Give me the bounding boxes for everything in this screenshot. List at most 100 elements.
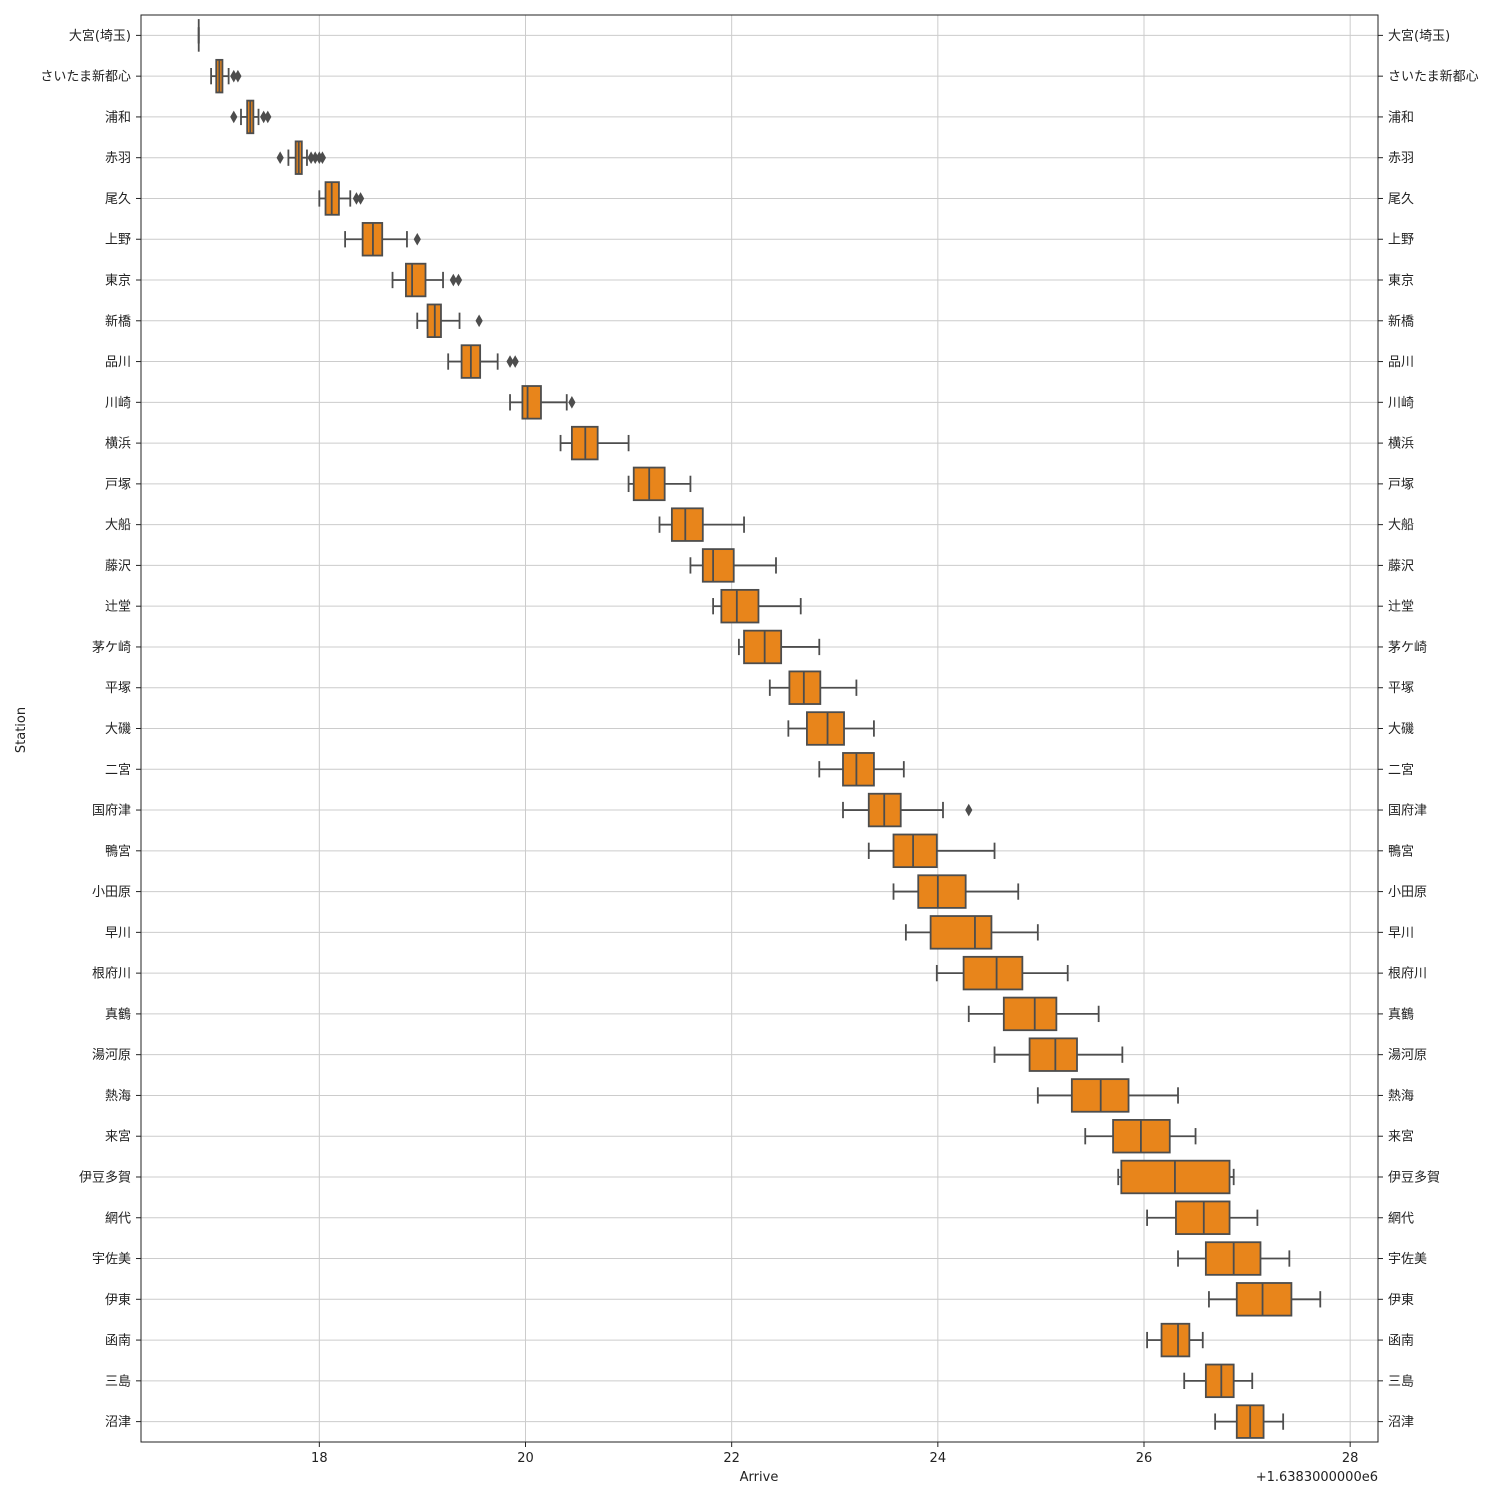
y-tick-label-left: 来宮: [105, 1129, 131, 1145]
box-group: [1214, 1404, 1285, 1439]
y-tick-label-left: 函南: [105, 1333, 131, 1349]
y-tick-label-left: 茅ケ崎: [92, 640, 131, 655]
y-tick-label-right: 茅ケ崎: [1388, 640, 1427, 655]
outlier-point: [318, 151, 327, 165]
y-tick-label-right: 伊豆多賀: [1388, 1169, 1440, 1185]
y-tick-label-right: 赤羽: [1388, 151, 1414, 166]
y-tick-label-left: 浦和: [105, 110, 131, 125]
box: [917, 874, 967, 909]
y-tick-label-left: 熱海: [105, 1089, 131, 1104]
y-tick-label-left: 大宮(埼玉): [69, 28, 131, 44]
y-tick-label-left: 宇佐美: [92, 1252, 131, 1267]
x-tick-label: 28: [1342, 1451, 1359, 1466]
outlier-point: [276, 151, 284, 165]
y-tick-label-right: 宇佐美: [1388, 1252, 1427, 1267]
y-tick-label-left: 真鶴: [105, 1006, 131, 1022]
box: [1002, 996, 1058, 1032]
y-axis-label: Station: [14, 707, 29, 753]
y-tick-label-right: 浦和: [1388, 110, 1414, 125]
y-tick-label-right: 大磯: [1388, 722, 1414, 737]
y-tick-label-left: 横浜: [105, 437, 131, 452]
y-tick-label-right: 二宮: [1388, 762, 1414, 778]
outlier-point: [413, 232, 421, 246]
y-tick-label-right: 三島: [1388, 1374, 1414, 1389]
y-tick-label-left: さいたま新都心: [40, 69, 131, 85]
y-tick-label-left: 鴨宮: [105, 843, 131, 859]
box-group: [658, 507, 745, 542]
box: [806, 711, 845, 746]
y-tick-label-left: 国府津: [92, 804, 131, 819]
box: [962, 955, 1024, 991]
outlier-point: [449, 273, 457, 287]
box: [1175, 1200, 1231, 1235]
y-tick-label-right: 国府津: [1388, 804, 1427, 819]
y-tick-label-left: 大船: [105, 518, 131, 533]
y-tick-label-right: 熱海: [1388, 1089, 1414, 1104]
box: [670, 507, 704, 542]
y-tick-label-right: 上野: [1388, 233, 1414, 248]
box: [842, 752, 875, 787]
box: [892, 833, 938, 869]
y-tick-label-left: 尾久: [105, 192, 131, 207]
y-tick-label-left: 沼津: [105, 1415, 131, 1430]
outlier-point: [568, 396, 576, 409]
box-group: [967, 996, 1100, 1032]
box: [405, 262, 427, 298]
box-group: [712, 588, 802, 624]
x-tick-label: 22: [723, 1451, 740, 1466]
y-tick-label-left: 大磯: [105, 722, 131, 737]
box-group: [509, 385, 576, 420]
y-tick-label-left: 湯河原: [92, 1048, 131, 1063]
outlier-point: [234, 69, 242, 83]
box: [1204, 1363, 1235, 1399]
box-group: [818, 752, 905, 787]
x-axis-offset-label: +1.6383000000e6: [1256, 1470, 1378, 1485]
y-tick-label-right: 辻堂: [1388, 600, 1414, 615]
y-tick-label-left: 平塚: [105, 681, 131, 696]
x-tick-label: 24: [930, 1451, 947, 1466]
y-tick-label-right: 網代: [1388, 1211, 1414, 1226]
box-group: [892, 874, 1020, 909]
box-group: [867, 833, 996, 869]
outlier-point: [506, 355, 514, 368]
box: [929, 915, 993, 950]
box-group: [276, 140, 327, 175]
y-tick-label-right: 来宮: [1388, 1129, 1414, 1145]
box: [743, 629, 783, 665]
box-group: [768, 670, 858, 705]
outlier-point: [454, 273, 463, 287]
outlier-point: [965, 803, 973, 817]
y-tick-label-left: 伊東: [105, 1292, 131, 1308]
box-group: [1117, 1159, 1235, 1195]
y-tick-label-right: 湯河原: [1388, 1048, 1427, 1063]
y-tick-label-right: 大宮(埼玉): [1388, 28, 1450, 44]
box: [1028, 1037, 1078, 1072]
y-tick-label-right: 早川: [1388, 926, 1414, 941]
y-tick-label-left: 二宮: [105, 762, 131, 778]
box-group: [787, 711, 875, 746]
y-tick-label-right: 平塚: [1388, 681, 1414, 696]
y-tick-label-left: 根府川: [92, 967, 131, 982]
y-tick-label-right: 品川: [1388, 355, 1414, 370]
outlier-point: [230, 110, 238, 124]
box-group: [391, 262, 463, 298]
box-group: [993, 1037, 1124, 1072]
box-group: [1183, 1363, 1254, 1399]
box-group: [318, 181, 365, 216]
y-tick-label-left: 早川: [105, 926, 131, 941]
y-tick-label-right: 真鶴: [1388, 1006, 1414, 1022]
y-tick-label-left: 上野: [105, 233, 131, 248]
box-group: [1177, 1241, 1291, 1276]
outlier-point: [264, 110, 272, 124]
box-group: [1036, 1078, 1179, 1113]
box-series: [197, 19, 1322, 1439]
box-group: [416, 303, 483, 338]
box-group: [1084, 1119, 1197, 1154]
y-tick-label-right: 川崎: [1388, 396, 1414, 411]
x-tick-label: 18: [311, 1451, 328, 1466]
y-tick-label-left: 小田原: [92, 885, 131, 900]
outlier-point: [356, 192, 365, 205]
y-tick-label-left: 辻堂: [105, 600, 131, 615]
box-group: [210, 58, 242, 94]
